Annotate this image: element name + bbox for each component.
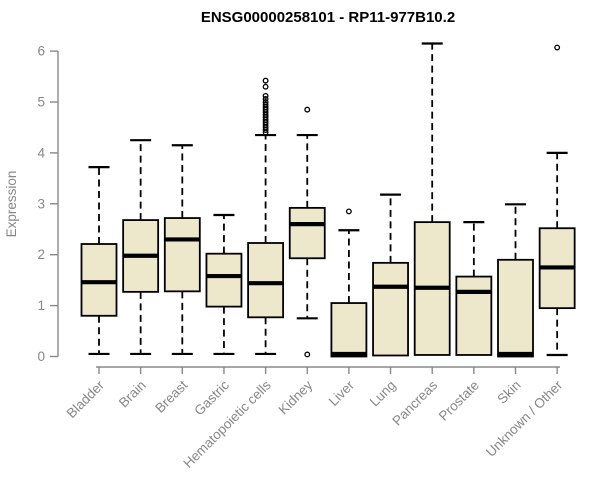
box-kidney	[288, 206, 326, 260]
y-tick-label: 4	[37, 145, 45, 160]
x-tick-label-prostate: Prostate	[436, 378, 482, 424]
outlier-unknown-other	[554, 44, 561, 51]
y-tick-label: 0	[37, 349, 45, 364]
outlier-hematopoietic-cells	[262, 99, 269, 105]
outlier-kidney	[304, 351, 311, 358]
x-tick-label-breast: Breast	[152, 377, 190, 415]
outlier-hematopoietic-cells	[262, 95, 269, 102]
y-tick-label: 5	[37, 95, 45, 110]
outlier-hematopoietic-cells	[262, 77, 269, 84]
box-skin	[497, 258, 534, 358]
x-tick-label-unknown-other: Unknown / Other	[483, 377, 566, 460]
y-tick-label: 1	[37, 298, 45, 313]
box-hematopoietic-cells	[247, 242, 285, 319]
x-tick-label-pancreas: Pancreas	[389, 377, 440, 428]
x-tick-label-bladder: Bladder	[64, 377, 108, 421]
y-tick-label: 6	[37, 44, 45, 59]
box-breast	[163, 217, 201, 293]
box-liver	[330, 302, 368, 358]
chart-title: ENSG00000258101 - RP11-977B10.2	[201, 9, 455, 26]
x-tick-label-liver: Liver	[326, 377, 358, 409]
box-lung	[372, 261, 409, 357]
y-axis-title: Expression	[4, 171, 19, 238]
y-tick-label: 2	[37, 247, 45, 262]
outlier-hematopoietic-cells	[262, 92, 269, 99]
x-tick-label-gastric: Gastric	[191, 377, 232, 418]
outlier-hematopoietic-cells	[262, 101, 269, 108]
x-tick-label-brain: Brain	[116, 378, 149, 411]
x-tick-label-skin: Skin	[494, 378, 523, 407]
box-prostate	[455, 275, 493, 356]
box-bladder	[80, 243, 118, 317]
y-tick-label: 3	[37, 196, 45, 211]
x-tick-label-kidney: Kidney	[276, 377, 316, 417]
outlier-hematopoietic-cells	[262, 83, 269, 90]
outlier-liver	[345, 208, 352, 215]
box-gastric	[205, 252, 243, 308]
x-tick-label-lung: Lung	[367, 378, 399, 410]
outlier-kidney	[304, 106, 311, 113]
